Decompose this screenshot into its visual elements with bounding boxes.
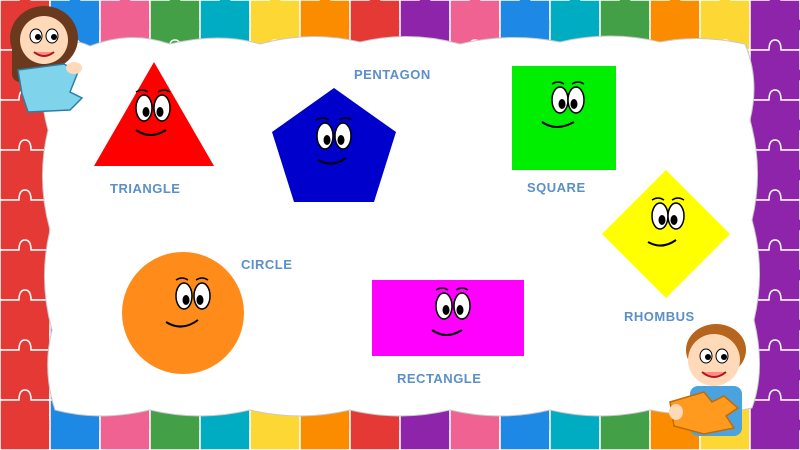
rectangle-shape bbox=[372, 280, 524, 356]
puzzle-piece bbox=[749, 289, 800, 351]
square-shape bbox=[512, 66, 616, 170]
face bbox=[647, 197, 685, 247]
face bbox=[135, 89, 171, 136]
face bbox=[541, 81, 585, 128]
rhombus-shape bbox=[602, 170, 730, 298]
pentagon-label: PENTAGON bbox=[354, 67, 431, 82]
puzzle-piece bbox=[749, 39, 800, 101]
circle-shape bbox=[122, 252, 244, 374]
rhombus-label: RHOMBUS bbox=[624, 309, 695, 324]
boy-character bbox=[669, 324, 746, 436]
triangle-label: TRIANGLE bbox=[110, 181, 181, 196]
puzzle-piece bbox=[749, 89, 800, 151]
face bbox=[165, 277, 211, 328]
puzzle-piece bbox=[749, 189, 800, 251]
puzzle-piece bbox=[749, 339, 800, 401]
puzzle-piece bbox=[749, 239, 800, 301]
square-label: SQUARE bbox=[527, 180, 586, 195]
triangle-shape bbox=[94, 62, 214, 166]
girl-character bbox=[10, 6, 84, 113]
puzzle-piece bbox=[749, 0, 800, 51]
rectangle-label: RECTANGLE bbox=[397, 371, 482, 386]
puzzle-piece bbox=[749, 139, 800, 201]
circle-label: CIRCLE bbox=[241, 257, 293, 272]
face bbox=[431, 287, 471, 336]
pentagon-shape bbox=[272, 88, 396, 202]
puzzle-piece bbox=[749, 389, 800, 450]
face bbox=[315, 117, 353, 165]
